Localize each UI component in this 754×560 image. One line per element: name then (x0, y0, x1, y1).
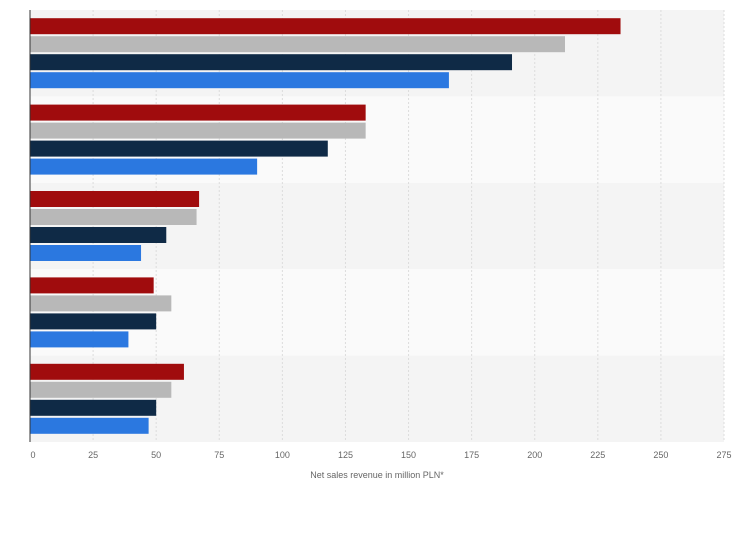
x-tick-label: 150 (401, 450, 416, 460)
bar (30, 331, 129, 348)
bar (30, 295, 172, 312)
x-tick-label: 275 (716, 450, 731, 460)
bar (30, 122, 366, 139)
bar (30, 381, 172, 398)
bar (30, 104, 366, 121)
x-tick-label: 225 (590, 450, 605, 460)
bar (30, 36, 566, 53)
bar (30, 209, 197, 225)
bar (30, 363, 184, 380)
x-tick-label: 175 (464, 450, 479, 460)
bars (30, 18, 621, 434)
bar (30, 227, 167, 243)
x-tick-label: 125 (338, 450, 353, 460)
x-tick-label: 0 (30, 450, 35, 460)
bar (30, 313, 157, 330)
x-tick-label: 200 (527, 450, 542, 460)
bar (30, 54, 513, 71)
bar (30, 191, 200, 207)
bar (30, 417, 149, 434)
x-tick-label: 25 (88, 450, 98, 460)
x-axis-title: Net sales revenue in million PLN* (310, 470, 444, 480)
x-tick-label: 75 (214, 450, 224, 460)
x-tick-label: 100 (275, 450, 290, 460)
x-tick-label: 250 (653, 450, 668, 460)
x-tick-labels: 0 25 50 75 100 125 150 175 200 225 250 275 (30, 450, 731, 460)
bar (30, 140, 328, 157)
bar (30, 277, 154, 294)
bar (30, 158, 258, 175)
x-tick-label: 50 (151, 450, 161, 460)
bar (30, 72, 449, 89)
bar (30, 18, 621, 35)
bar (30, 245, 142, 261)
bar (30, 399, 157, 416)
